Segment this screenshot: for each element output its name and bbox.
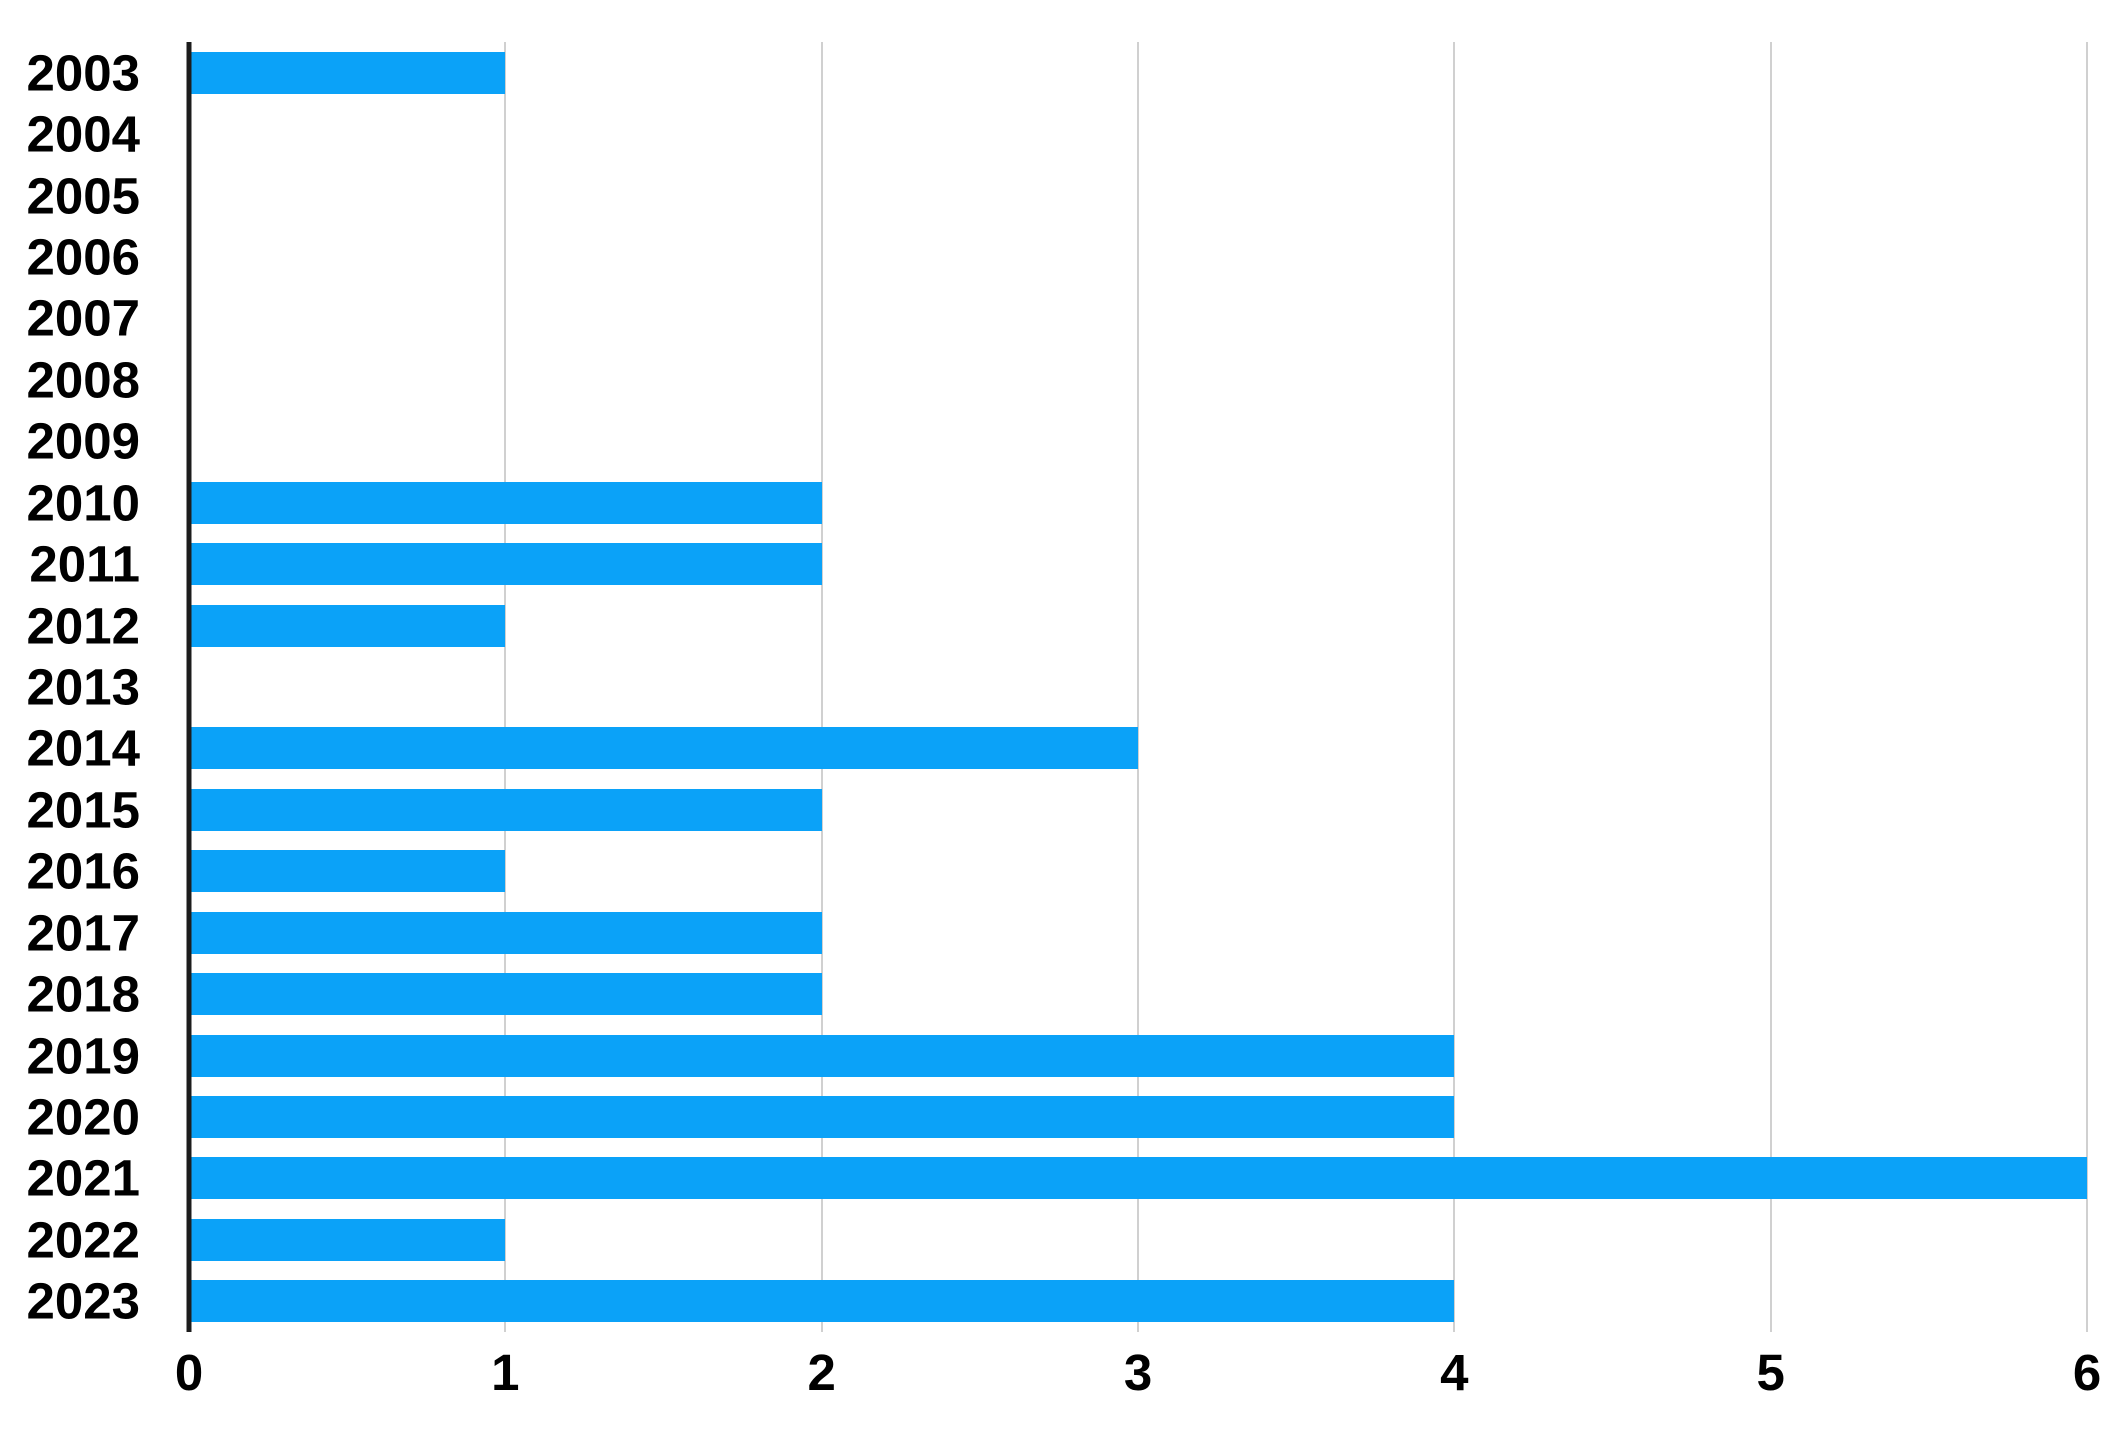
y-axis-label: 2019 [26, 1027, 140, 1085]
bar [189, 1280, 1455, 1323]
y-axis-label: 2012 [26, 597, 140, 655]
y-axis-label: 2018 [26, 965, 140, 1023]
x-tick-label: 2 [807, 1344, 836, 1401]
x-tick-label: 5 [1756, 1344, 1785, 1401]
bar [189, 911, 822, 954]
x-tick-label: 4 [1440, 1344, 1469, 1401]
y-axis-label: 2003 [26, 44, 140, 102]
x-tick-label: 0 [174, 1344, 204, 1401]
bar [189, 1096, 1455, 1138]
y-axis-label: 2022 [26, 1211, 140, 1269]
plot-area [186, 42, 2088, 1332]
y-axis-label: 2021 [26, 1149, 140, 1207]
y-axis-label: 2007 [26, 289, 140, 347]
y-axis-label: 2004 [26, 105, 140, 163]
x-tick-label: 3 [1123, 1344, 1153, 1401]
y-axis-label: 2013 [26, 658, 140, 716]
bar [189, 1218, 506, 1261]
y-axis-label: 2020 [26, 1088, 140, 1146]
gridline [504, 42, 507, 1332]
y-axis-label: 2014 [26, 719, 140, 777]
y-axis-label: 2016 [26, 842, 140, 900]
y-axis-label: 2005 [26, 167, 140, 225]
bar [189, 51, 506, 94]
y-axis-label: 2023 [26, 1272, 140, 1330]
x-tick-label: 1 [491, 1344, 520, 1401]
gridline [2086, 42, 2088, 1332]
bar [189, 1034, 1455, 1077]
gridline [820, 42, 823, 1332]
gridline [1769, 42, 1772, 1332]
gridline [1453, 42, 1456, 1332]
bar [189, 481, 822, 524]
bar [189, 543, 822, 586]
y-axis-label: 2008 [26, 351, 140, 409]
bar [189, 604, 506, 647]
bar [189, 973, 822, 1016]
x-tick-label: 6 [2072, 1344, 2102, 1401]
y-axis-label: 2009 [26, 412, 140, 470]
bar [189, 1157, 2087, 1200]
gridline [1137, 42, 1139, 1332]
bar [189, 727, 1138, 770]
y-axis-label: 2015 [26, 781, 140, 839]
bar [189, 788, 822, 831]
y-axis-label: 2017 [26, 904, 140, 962]
bar [189, 850, 506, 893]
y-axis-label: 2011 [29, 535, 140, 593]
y-axis-label: 2006 [26, 228, 140, 286]
y-axis-label: 2010 [26, 474, 140, 532]
y-axis-line [186, 42, 192, 1332]
